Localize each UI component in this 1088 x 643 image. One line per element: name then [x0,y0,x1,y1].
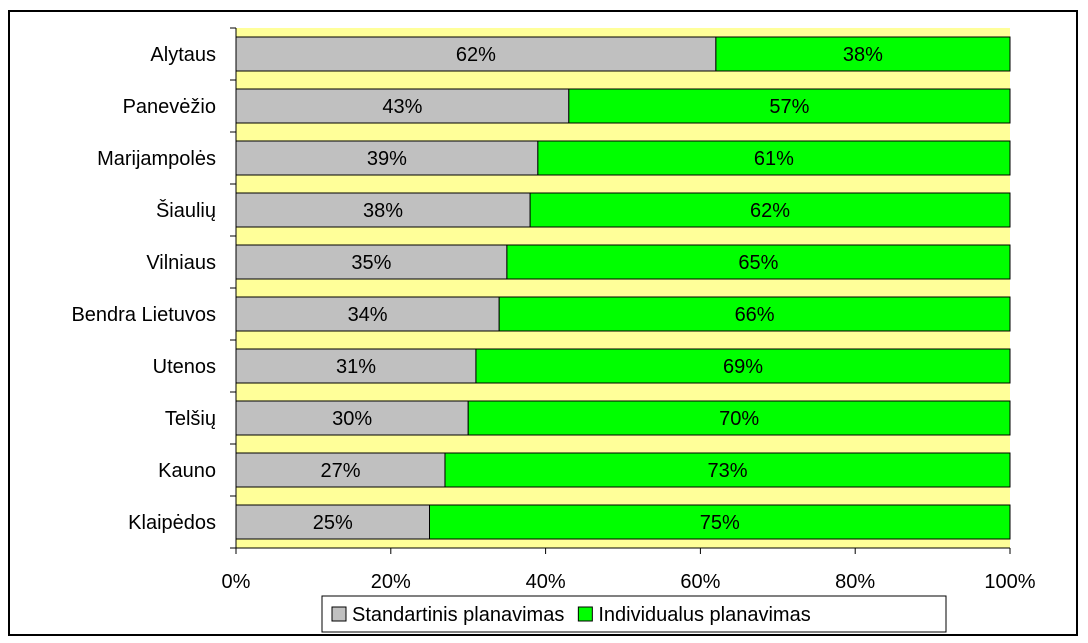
data-label: 62% [456,44,496,66]
bar-individualus-3 [529,192,1011,228]
bar-individualus-7 [467,400,1011,436]
bar-individualus-9 [429,504,1011,540]
bar-individualus-2 [537,140,1011,176]
bar-individualus-5 [498,296,1011,332]
bar-individualus-1 [568,88,1011,124]
bar-standartinis-8 [235,452,446,488]
bar-individualus-8 [444,452,1011,488]
data-label: 30% [332,408,372,430]
data-label: 65% [738,252,778,274]
data-label: 27% [320,460,360,482]
category-label: Panevėžio [123,96,216,118]
data-label: 66% [735,304,775,326]
data-label: 38% [363,200,403,222]
data-label: 75% [700,512,740,534]
category-label: Alytaus [150,44,216,66]
legend-swatch-individualus [577,606,593,622]
data-label: 25% [313,512,353,534]
data-label: 62% [750,200,790,222]
bar-standartinis-1 [235,88,570,124]
bar-standartinis-2 [235,140,539,176]
category-label: Kauno [158,460,216,482]
bar-standartinis-7 [235,400,469,436]
x-tick-label: 40% [526,571,566,593]
bar-standartinis-6 [235,348,477,384]
bar-individualus-6 [475,348,1011,384]
legend-swatch-standartinis [331,606,347,622]
data-label: 38% [843,44,883,66]
category-label: Vilniaus [146,252,216,274]
legend-label: Individualus planavimas [598,604,810,626]
bar-individualus-4 [506,244,1011,280]
category-label: Klaipėdos [128,512,216,534]
bar-standartinis-4 [235,244,508,280]
bar-standartinis-0 [235,36,717,72]
data-label: 69% [723,356,763,378]
x-tick-label: 60% [680,571,720,593]
data-label: 43% [382,96,422,118]
bar-standartinis-9 [235,504,430,540]
data-label: 57% [769,96,809,118]
category-label: Telšių [165,408,216,430]
data-label: 31% [336,356,376,378]
category-label: Marijampolės [97,148,216,170]
data-label: 35% [351,252,391,274]
bar-standartinis-5 [235,296,500,332]
data-label: 34% [348,304,388,326]
x-tick-label: 100% [984,571,1035,593]
legend-label: Standartinis planavimas [352,604,564,626]
category-label: Bendra Lietuvos [71,304,216,326]
category-label: Utenos [153,356,216,378]
x-tick-label: 80% [835,571,875,593]
x-tick-label: 20% [371,571,411,593]
category-label: Šiaulių [156,199,216,222]
data-label: 61% [754,148,794,170]
data-label: 73% [707,460,747,482]
data-label: 39% [367,148,407,170]
bar-individualus-0 [715,36,1011,72]
legend [321,595,947,633]
x-tick-label: 0% [222,571,251,593]
data-label: 70% [719,408,759,430]
